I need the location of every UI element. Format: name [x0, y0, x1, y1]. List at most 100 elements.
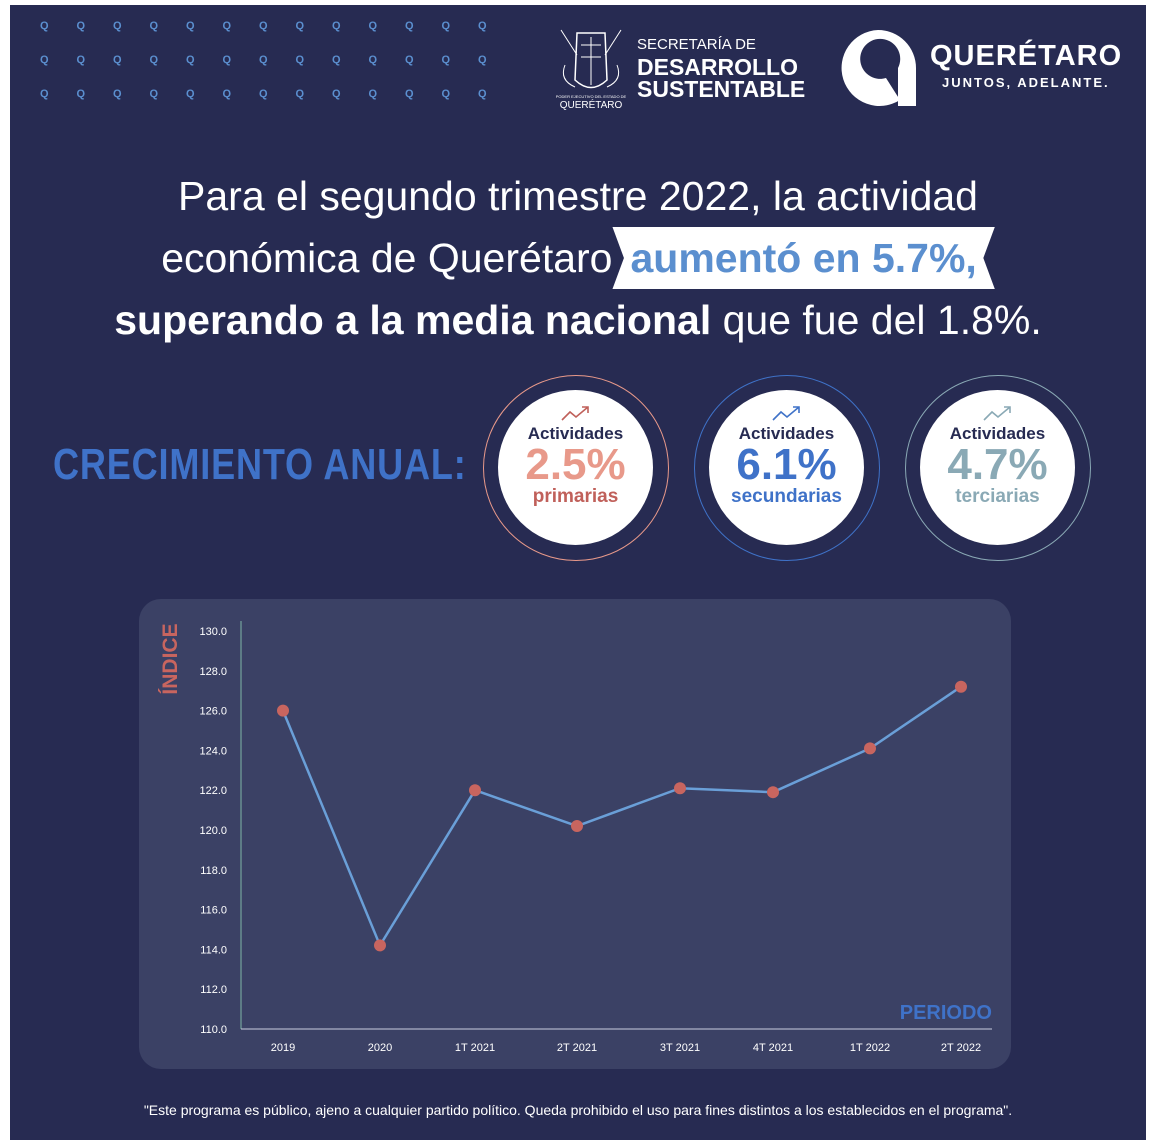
q-pattern-glyph: Q [259, 54, 268, 66]
svg-text:PODER EJECUTIVO DEL ESTADO DE: PODER EJECUTIVO DEL ESTADO DE [556, 94, 627, 99]
data-point [374, 939, 386, 952]
x-axis-title: PERIODO [900, 1002, 992, 1024]
data-point [767, 786, 779, 799]
headline-line3: que fue del 1.8%. [711, 297, 1042, 343]
y-tick-label: 120.0 [199, 825, 227, 837]
line-chart: 110.0 112.0 114.0 116.0 118.0 120.0 122.0 124.0… [159, 621, 992, 1054]
q-pattern-glyph: Q [149, 20, 159, 32]
growth-badge: Actividades 2.5% primarias [483, 375, 669, 561]
brand-tagline: JUNTOS, ADELANTE. [942, 75, 1110, 90]
q-pattern-glyph: Q [113, 54, 122, 66]
q-pattern-glyph: Q [441, 54, 451, 66]
q-pattern-glyph: Q [222, 54, 232, 66]
trending-up-icon [982, 406, 1011, 421]
queretaro-brand: QUERÉTARO JUNTOS, ADELANTE. [930, 40, 1122, 90]
chart-panel: 110.0 112.0 114.0 116.0 118.0 120.0 122.0 124.0… [139, 599, 1011, 1069]
brand-name: QUERÉTARO [930, 40, 1123, 72]
badge-label: Actividades [949, 424, 1046, 443]
data-point [674, 782, 686, 795]
badge-value: 6.1% [736, 440, 837, 489]
headline: Para el segundo trimestre 2022, la activ… [0, 165, 1156, 351]
data-point [277, 704, 289, 717]
q-pattern-glyph: Q [332, 54, 341, 66]
y-axis-title: ÍNDICE [159, 623, 182, 694]
q-pattern: Q Q Q Q Q Q Q Q Q Q Q Q Q Q Q Q Q Q Q Q Q Q Q Q Q Q Q Q Q Q Q Q Q Q Q Q Q Q Q [40, 20, 515, 122]
growth-badge: Actividades 4.7% terciarias [905, 375, 1091, 561]
q-pattern-glyph: Q [149, 88, 159, 100]
secretaria-line3: SUSTENTABLE [637, 76, 806, 102]
badge-label: Actividades [527, 424, 624, 443]
q-pattern-glyph: Q [222, 20, 232, 32]
y-tick-label: 110.0 [200, 1024, 227, 1036]
q-pattern-glyph: Q [76, 88, 86, 100]
badge-sector: primarias [532, 486, 619, 507]
x-tick-label: 2020 [368, 1042, 392, 1054]
y-tick-label: 118.0 [200, 865, 227, 877]
headline-line2: económica de Querétaro [161, 235, 613, 281]
q-pattern-glyph: Q [186, 54, 195, 66]
footer-disclaimer: "Este programa es público, ajeno a cualq… [143, 1102, 1013, 1118]
y-tick-label: 116.0 [200, 905, 227, 917]
badge-sector: terciarias [955, 486, 1040, 507]
trending-up-icon [771, 406, 800, 421]
series-line [281, 685, 962, 949]
q-pattern-glyph: Q [332, 88, 341, 100]
y-tick-label: 128.0 [199, 666, 227, 678]
q-pattern-glyph: Q [149, 54, 159, 66]
q-pattern-glyph: Q [40, 20, 49, 32]
x-tick-label: 4T 2021 [753, 1042, 793, 1054]
q-pattern-glyph: Q [368, 88, 378, 100]
data-point [864, 742, 876, 755]
data-point [571, 820, 583, 833]
queretaro-q-logo [841, 30, 916, 106]
q-pattern-glyph: Q [332, 20, 341, 32]
q-pattern-glyph: Q [405, 20, 414, 32]
q-pattern-glyph: Q [259, 88, 268, 100]
q-pattern-glyph: Q [186, 88, 195, 100]
y-tick-label: 114.0 [200, 944, 227, 956]
q-pattern-glyph: Q [295, 54, 305, 66]
growth-title: CRECIMIENTO ANUAL: [53, 440, 467, 489]
q-pattern-glyph: Q [295, 20, 305, 32]
svg-text:QUERÉTARO: QUERÉTARO [560, 98, 623, 110]
x-tick-label: 1T 2021 [455, 1042, 495, 1054]
q-pattern-glyph: Q [40, 54, 49, 66]
q-pattern-glyph: Q [40, 88, 49, 100]
headline-bold: superando a la media nacional [114, 297, 712, 343]
secretaria-line2: DESARROLLO [637, 54, 798, 80]
q-pattern-glyph: Q [405, 54, 414, 66]
q-pattern-glyph: Q [222, 88, 232, 100]
q-pattern-glyph: Q [478, 54, 487, 66]
q-pattern-glyph: Q [76, 20, 86, 32]
trending-up-icon [560, 406, 589, 421]
q-pattern-glyph: Q [368, 20, 378, 32]
q-pattern-glyph: Q [259, 20, 268, 32]
x-tick-label: 2T 2022 [941, 1042, 981, 1054]
y-tick-label: 126.0 [199, 706, 227, 718]
q-pattern-glyph: Q [295, 88, 305, 100]
q-pattern-glyph: Q [113, 20, 122, 32]
q-pattern-glyph: Q [405, 88, 414, 100]
badge-label: Actividades [738, 424, 835, 443]
badge-value: 2.5% [525, 440, 626, 489]
q-pattern-glyph: Q [113, 88, 122, 100]
q-pattern-glyph: Q [368, 54, 378, 66]
q-pattern-glyph: Q [76, 54, 86, 66]
y-tick-label: 122.0 [199, 785, 227, 797]
q-pattern-glyph: Q [441, 20, 451, 32]
x-tick-label: 2019 [271, 1042, 295, 1054]
data-point [469, 784, 481, 797]
x-tick-label: 2T 2021 [557, 1042, 597, 1054]
secretaria-line1: SECRETARÍA DE [637, 36, 756, 53]
y-tick-label: 130.0 [199, 626, 227, 638]
q-pattern-glyph: Q [478, 20, 487, 32]
data-point [955, 680, 967, 693]
state-seal-logo: PODER EJECUTIVO DEL ESTADO DE QUERÉTARO [556, 29, 627, 110]
secretaria-logo-text: SECRETARÍA DE DESARROLLO SUSTENTABLE [637, 34, 806, 102]
headline-line1: Para el segundo trimestre 2022, la activ… [178, 173, 978, 219]
y-tick-label: 124.0 [199, 745, 227, 757]
x-tick-label: 3T 2021 [660, 1042, 700, 1054]
q-pattern-glyph: Q [478, 88, 487, 100]
headline-highlight: aumentó en 5.7%, [612, 227, 995, 289]
y-tick-label: 112.0 [200, 984, 227, 996]
